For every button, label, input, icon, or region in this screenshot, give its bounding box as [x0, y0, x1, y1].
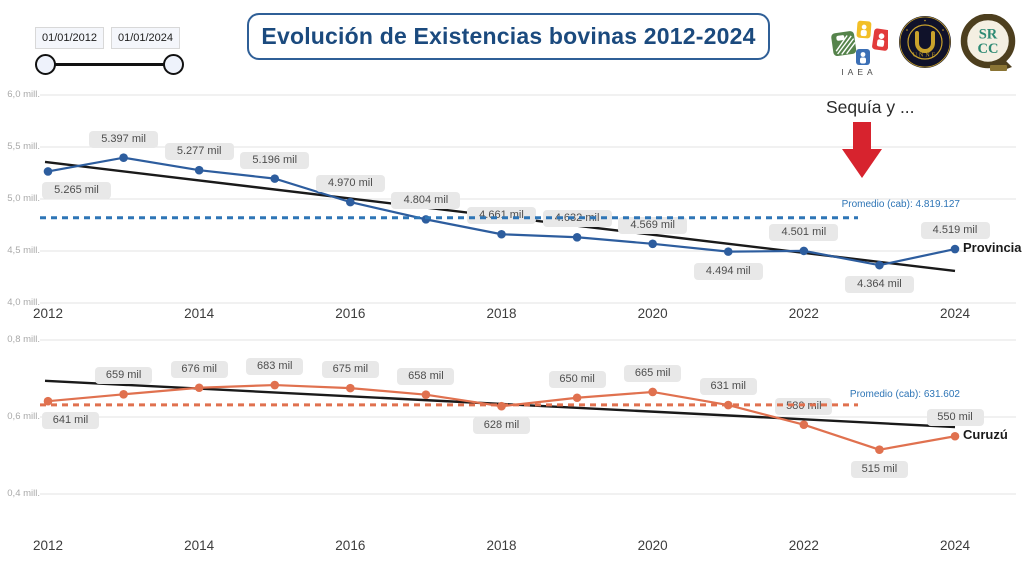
annotation-sequia: Sequía y ... [826, 97, 946, 118]
data-point[interactable] [194, 165, 204, 175]
iaea-logo-icon: IAEA [831, 20, 888, 77]
data-point[interactable] [723, 400, 733, 410]
data-point[interactable] [497, 401, 506, 411]
annotation-text: Sequía y ... [826, 97, 915, 117]
data-point[interactable] [43, 167, 53, 176]
page-title-text: Evolución de Existencias bovinas 2012-20… [261, 23, 756, 49]
data-point[interactable] [346, 383, 355, 393]
data-point[interactable] [723, 247, 733, 256]
slider-handle-start[interactable] [35, 54, 56, 75]
series-line-provincia [47, 156, 956, 267]
end-date-input[interactable]: 01/01/2024 [111, 27, 180, 49]
data-point[interactable] [43, 396, 53, 406]
srcc-logo-icon: SR CC [960, 14, 1016, 71]
page-title: Evolución de Existencias bovinas 2012-20… [247, 13, 770, 60]
data-point[interactable] [799, 420, 809, 430]
data-point[interactable] [119, 389, 128, 399]
data-point[interactable] [875, 445, 884, 455]
data-point[interactable] [572, 232, 582, 242]
data-point[interactable] [270, 380, 280, 390]
data-point[interactable] [194, 383, 204, 393]
data-point[interactable] [119, 153, 128, 163]
data-point[interactable] [875, 260, 884, 270]
start-date-input[interactable]: 01/01/2012 [35, 27, 104, 49]
drought-arrow-icon [842, 122, 882, 178]
data-point[interactable] [497, 229, 506, 239]
svg-text:IAEA: IAEA [841, 67, 876, 77]
date-range-slicer: 01/01/2012 01/01/2024 [30, 24, 190, 80]
data-point[interactable] [648, 239, 657, 249]
logo-strip: IAEA UNNE SR CC [826, 12, 1018, 78]
svg-text:SR: SR [979, 27, 998, 43]
svg-text:UNNE: UNNE [913, 53, 938, 59]
slider-handle-end[interactable] [163, 54, 184, 75]
unne-logo-icon: UNNE [899, 16, 951, 68]
data-point[interactable] [572, 393, 582, 403]
data-point[interactable] [421, 215, 431, 224]
data-point[interactable] [950, 431, 960, 441]
data-point[interactable] [346, 197, 355, 207]
data-point[interactable] [648, 387, 657, 397]
data-point[interactable] [421, 390, 431, 399]
svg-text:CC: CC [978, 41, 999, 57]
data-point[interactable] [799, 246, 809, 256]
slider-track[interactable] [46, 63, 174, 66]
data-point[interactable] [270, 174, 280, 183]
data-point[interactable] [950, 244, 960, 254]
